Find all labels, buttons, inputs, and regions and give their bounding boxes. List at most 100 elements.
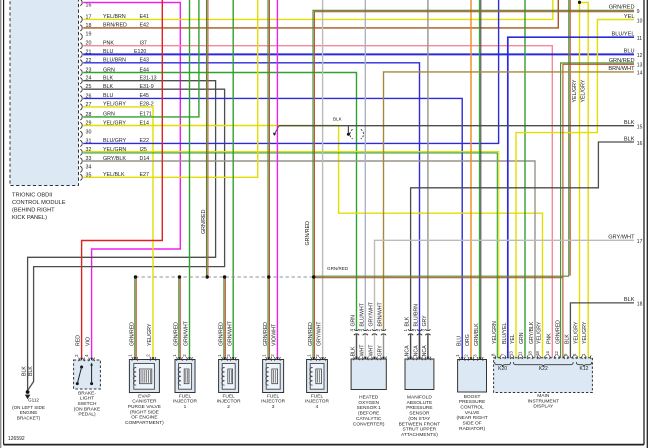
svg-text:CONTROL MODULE: CONTROL MODULE	[12, 200, 66, 206]
svg-text:GRY/WHT: GRY/WHT	[608, 235, 635, 241]
svg-text:MAIN: MAIN	[537, 393, 550, 399]
svg-text:34: 34	[86, 164, 92, 170]
svg-text:E31-13: E31-13	[140, 76, 157, 82]
svg-text:21: 21	[86, 49, 92, 55]
svg-text:BLK: BLK	[624, 120, 635, 126]
svg-text:STRUT UPPER: STRUT UPPER	[403, 427, 437, 433]
svg-text:INJECTOR: INJECTOR	[305, 399, 329, 405]
svg-text:1: 1	[367, 329, 372, 332]
svg-text:29: 29	[86, 121, 92, 127]
svg-text:E22: E22	[140, 138, 149, 144]
svg-text:SENSOR 1: SENSOR 1	[357, 405, 382, 411]
svg-text:TRIONIC OBDII: TRIONIC OBDII	[12, 193, 53, 199]
svg-text:YEL/GRY: YEL/GRY	[574, 321, 580, 344]
svg-text:GRN/RED: GRN/RED	[609, 58, 635, 64]
svg-text:30: 30	[86, 129, 92, 135]
svg-text:BETWEEN FRONT: BETWEEN FRONT	[399, 421, 441, 427]
svg-text:E28-2: E28-2	[140, 102, 154, 108]
svg-text:2: 2	[74, 354, 79, 357]
svg-text:ATTACHMENTS): ATTACHMENTS)	[401, 432, 438, 438]
svg-text:7: 7	[500, 353, 505, 356]
svg-text:PEDAL): PEDAL)	[78, 412, 96, 418]
svg-text:14: 14	[545, 351, 550, 356]
svg-text:BLK: BLK	[333, 117, 343, 122]
svg-text:NCA: NCA	[422, 345, 428, 356]
svg-text:1: 1	[403, 329, 408, 332]
svg-text:RADIATOR): RADIATOR)	[459, 426, 485, 432]
svg-text:BLU/YEL: BLU/YEL	[611, 32, 634, 38]
svg-text:YEL/GRN: YEL/GRN	[103, 147, 126, 153]
svg-text:25: 25	[86, 84, 92, 90]
svg-text:E31-9: E31-9	[140, 84, 154, 90]
svg-text:GRN/RED: GRN/RED	[174, 322, 180, 346]
svg-text:YEL/GRY: YEL/GRY	[572, 79, 578, 102]
svg-text:2: 2	[146, 354, 151, 357]
svg-text:GRN/RED: GRN/RED	[130, 322, 136, 346]
svg-text:2: 2	[226, 354, 231, 357]
svg-text:BLK: BLK	[624, 136, 635, 142]
svg-text:GRY: GRY	[422, 315, 428, 327]
svg-text:1: 1	[455, 354, 460, 357]
svg-text:13: 13	[637, 62, 643, 68]
svg-text:BRAKE-: BRAKE-	[78, 390, 96, 396]
svg-text:9: 9	[637, 9, 640, 15]
svg-text:16: 16	[86, 3, 92, 9]
svg-text:OXYGEN: OXYGEN	[358, 400, 379, 406]
svg-text:24: 24	[86, 76, 92, 82]
svg-text:EVAP: EVAP	[138, 393, 150, 399]
svg-text:BLK: BLK	[103, 76, 113, 82]
svg-text:18: 18	[535, 351, 540, 356]
svg-text:3: 3	[421, 329, 426, 332]
svg-text:INSTRUMENT: INSTRUMENT	[528, 398, 560, 404]
svg-text:WHT: WHT	[359, 344, 365, 357]
svg-text:20: 20	[86, 41, 92, 47]
svg-text:11: 11	[518, 351, 523, 356]
svg-text:PRESSURE: PRESSURE	[406, 405, 432, 411]
svg-text:GRN/RED: GRN/RED	[609, 5, 635, 11]
svg-text:E41: E41	[140, 14, 149, 20]
svg-text:VIO/WHT: VIO/WHT	[272, 323, 278, 346]
svg-text:YEL/GRN: YEL/GRN	[492, 321, 498, 344]
svg-text:GRN: GRN	[103, 112, 115, 118]
svg-text:BRN/RED: BRN/RED	[103, 23, 127, 29]
svg-text:GRN/RED: GRN/RED	[305, 221, 311, 246]
svg-text:126592: 126592	[8, 436, 25, 442]
svg-text:GRN/RED: GRN/RED	[556, 320, 562, 344]
svg-text:BLK: BLK	[624, 297, 635, 303]
svg-text:2: 2	[464, 354, 469, 357]
svg-text:YEL: YEL	[624, 14, 635, 20]
svg-text:1: 1	[306, 354, 311, 357]
svg-text:18: 18	[637, 302, 643, 308]
svg-text:3: 3	[473, 354, 478, 357]
svg-text:COMPARTMENT): COMPARTMENT)	[125, 420, 164, 426]
svg-text:SENSOR: SENSOR	[409, 411, 430, 417]
svg-text:YEL/BRN: YEL/BRN	[103, 14, 126, 20]
svg-text:FUEL: FUEL	[179, 393, 192, 399]
svg-text:BLK: BLK	[28, 366, 34, 376]
svg-text:ORG: ORG	[465, 334, 471, 346]
svg-text:13: 13	[509, 351, 514, 356]
svg-text:BLU: BLU	[624, 49, 635, 55]
svg-text:BLU: BLU	[103, 93, 113, 99]
svg-text:14: 14	[637, 71, 643, 77]
svg-text:PURGE VALVE: PURGE VALVE	[128, 404, 161, 410]
svg-text:GRN: GRN	[519, 332, 525, 344]
svg-text:INJECTOR: INJECTOR	[173, 399, 197, 405]
svg-text:GRN/RED: GRN/RED	[219, 322, 225, 346]
svg-text:YEL/GRY: YEL/GRY	[103, 102, 126, 108]
svg-text:10: 10	[637, 18, 643, 24]
svg-text:NCA: NCA	[414, 345, 420, 356]
svg-text:E43: E43	[140, 58, 149, 64]
svg-text:YEL/BLK: YEL/BLK	[103, 172, 125, 178]
svg-text:18: 18	[86, 23, 92, 29]
svg-text:INJECTOR: INJECTOR	[217, 399, 241, 405]
svg-text:22: 22	[86, 58, 92, 64]
svg-text:PNK: PNK	[546, 333, 552, 344]
svg-text:YEL/GRY: YEL/GRY	[537, 321, 543, 344]
svg-text:GRN/RED: GRN/RED	[327, 266, 349, 271]
svg-text:15: 15	[637, 125, 643, 131]
svg-text:D14: D14	[140, 156, 150, 162]
svg-text:27: 27	[86, 102, 92, 108]
svg-text:K20: K20	[498, 366, 507, 372]
svg-text:PRESSURE: PRESSURE	[459, 399, 485, 405]
